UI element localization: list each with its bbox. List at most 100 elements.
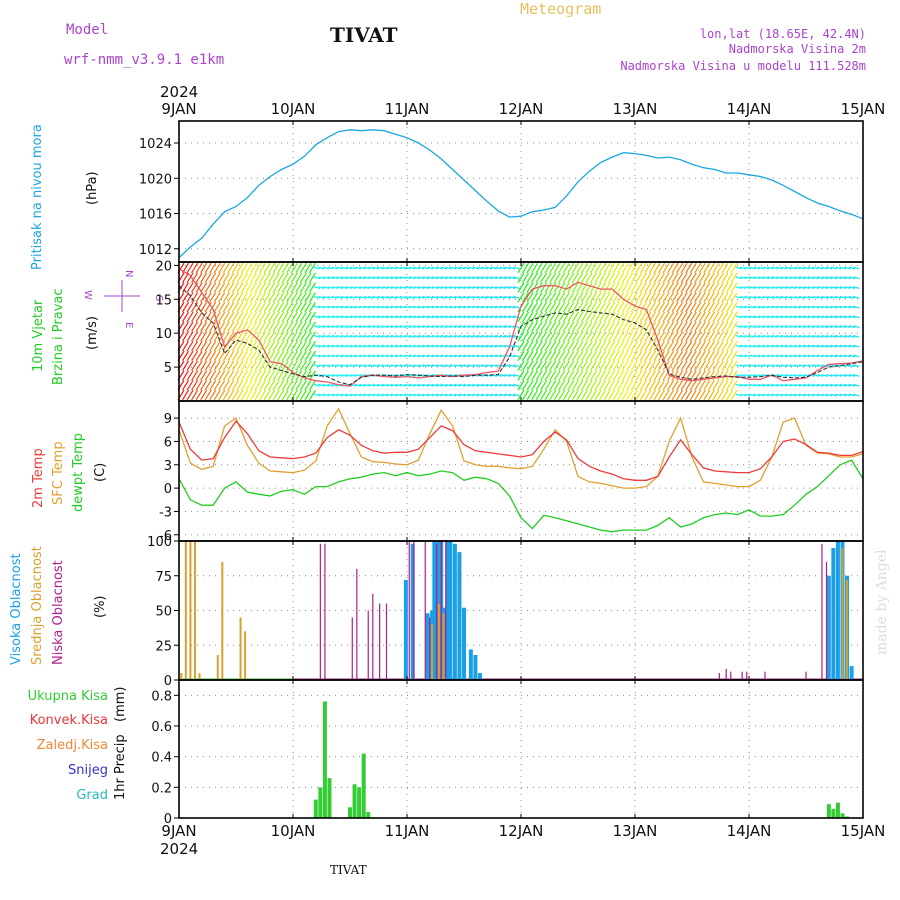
- wind-barb: [771, 305, 779, 309]
- wind-barb: [522, 389, 530, 401]
- wind-barb: [418, 354, 425, 358]
- wind-barb: [689, 331, 697, 342]
- wind-barb: [286, 292, 294, 303]
- wind-barb: [671, 311, 679, 322]
- wind-barb: [517, 311, 525, 322]
- cloud-low-bar: [408, 541, 410, 680]
- wind-barb: [653, 360, 661, 371]
- wind-barb: [771, 286, 779, 290]
- cloud-mid-bar: [184, 541, 187, 680]
- cloud-mid-bar: [442, 613, 445, 680]
- wind-barb: [653, 282, 661, 293]
- wind-barb: [354, 364, 361, 368]
- wind-barb: [486, 364, 493, 368]
- wind-barb: [308, 311, 316, 322]
- wind-barb: [191, 389, 199, 401]
- wind-barb: [789, 364, 797, 368]
- wind-barb: [440, 266, 448, 270]
- wind-barb: [735, 393, 742, 397]
- wind-barb: [853, 266, 860, 270]
- wind-barb: [716, 341, 724, 352]
- wind-barb: [558, 272, 566, 283]
- wind-barb: [716, 389, 724, 401]
- wind-barb: [508, 315, 516, 319]
- wind-barb: [472, 325, 479, 329]
- wind-barb: [739, 266, 747, 270]
- wind-barb: [617, 380, 625, 391]
- wind-barb: [549, 321, 557, 332]
- panel-frame: [178, 679, 864, 819]
- wind-barb: [571, 272, 579, 283]
- wind-barb: [680, 272, 688, 283]
- wind-barb: [658, 331, 666, 342]
- wind-barb: [635, 380, 643, 391]
- wind-barb: [644, 341, 652, 352]
- wind-barb: [712, 341, 720, 352]
- wind-axis-title: 10m Vjetar: [31, 299, 46, 372]
- wind-barb: [558, 380, 566, 391]
- wind-barb: [467, 383, 475, 387]
- xtick-label-top: 14JAN: [727, 100, 772, 118]
- wind-barb: [771, 276, 779, 280]
- wind-barb: [368, 393, 375, 397]
- wind-barb: [603, 331, 611, 342]
- wind-barb: [490, 276, 497, 280]
- wind-barb: [730, 380, 738, 391]
- wind-barb: [585, 272, 593, 283]
- wind-barb: [580, 370, 588, 381]
- wind-barb: [830, 393, 837, 397]
- cloud-unit: (%): [93, 596, 108, 619]
- wind-barb: [758, 393, 765, 397]
- wind-barb: [653, 389, 661, 401]
- wind-barb: [839, 266, 847, 270]
- wind-barb: [562, 321, 570, 332]
- wind-barb: [495, 325, 502, 329]
- wind-barb: [694, 380, 702, 391]
- wind-barb: [635, 389, 643, 401]
- pressure-unit: (hPa): [85, 171, 100, 205]
- wind-barb: [767, 354, 774, 358]
- wind-barb: [308, 350, 316, 362]
- wind-barb: [327, 373, 334, 377]
- wind-barb: [458, 334, 466, 338]
- wind-barb: [798, 383, 806, 387]
- wind-barb: [495, 315, 502, 319]
- wind-barb: [213, 311, 221, 322]
- wind-barb: [263, 282, 271, 293]
- wind-barb: [286, 321, 294, 332]
- wind-barb: [644, 282, 652, 293]
- wind-barb: [608, 370, 616, 381]
- wind-barb: [562, 360, 570, 371]
- wind-barb: [345, 354, 352, 358]
- wind-barb: [431, 344, 439, 348]
- wind-barb: [639, 262, 647, 274]
- wind-barb: [281, 341, 289, 352]
- wind-barb: [222, 272, 230, 283]
- wind-barb: [477, 325, 484, 329]
- wind-barb: [621, 341, 629, 352]
- wind-barb: [698, 282, 706, 293]
- wind-barb: [590, 380, 598, 391]
- wind-barb: [753, 315, 760, 319]
- wind-barb: [567, 311, 575, 322]
- wind-barb: [422, 383, 429, 387]
- wind-barb: [680, 262, 688, 274]
- wind-barb: [621, 350, 629, 362]
- wind-barb: [318, 354, 325, 358]
- wind-barb: [422, 364, 429, 368]
- wind-barb: [486, 344, 493, 348]
- wind-barb: [277, 292, 285, 303]
- wind-barb: [608, 311, 616, 322]
- wind-barb: [549, 262, 557, 274]
- wind-barb: [712, 262, 720, 274]
- wind-barb: [363, 364, 371, 368]
- wind-barb: [295, 380, 303, 391]
- wind-barb: [726, 301, 734, 313]
- precip-total-bar: [361, 753, 366, 818]
- wind-barb: [558, 262, 566, 274]
- wind-barb: [395, 305, 402, 309]
- wind-barb: [707, 311, 715, 322]
- wind-barb: [658, 301, 666, 313]
- wind-barb: [522, 331, 530, 342]
- wind-barb: [304, 272, 312, 283]
